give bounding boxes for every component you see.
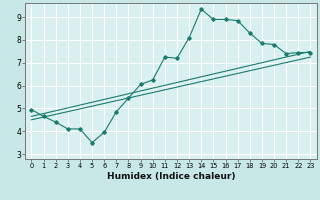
X-axis label: Humidex (Indice chaleur): Humidex (Indice chaleur) bbox=[107, 172, 235, 181]
